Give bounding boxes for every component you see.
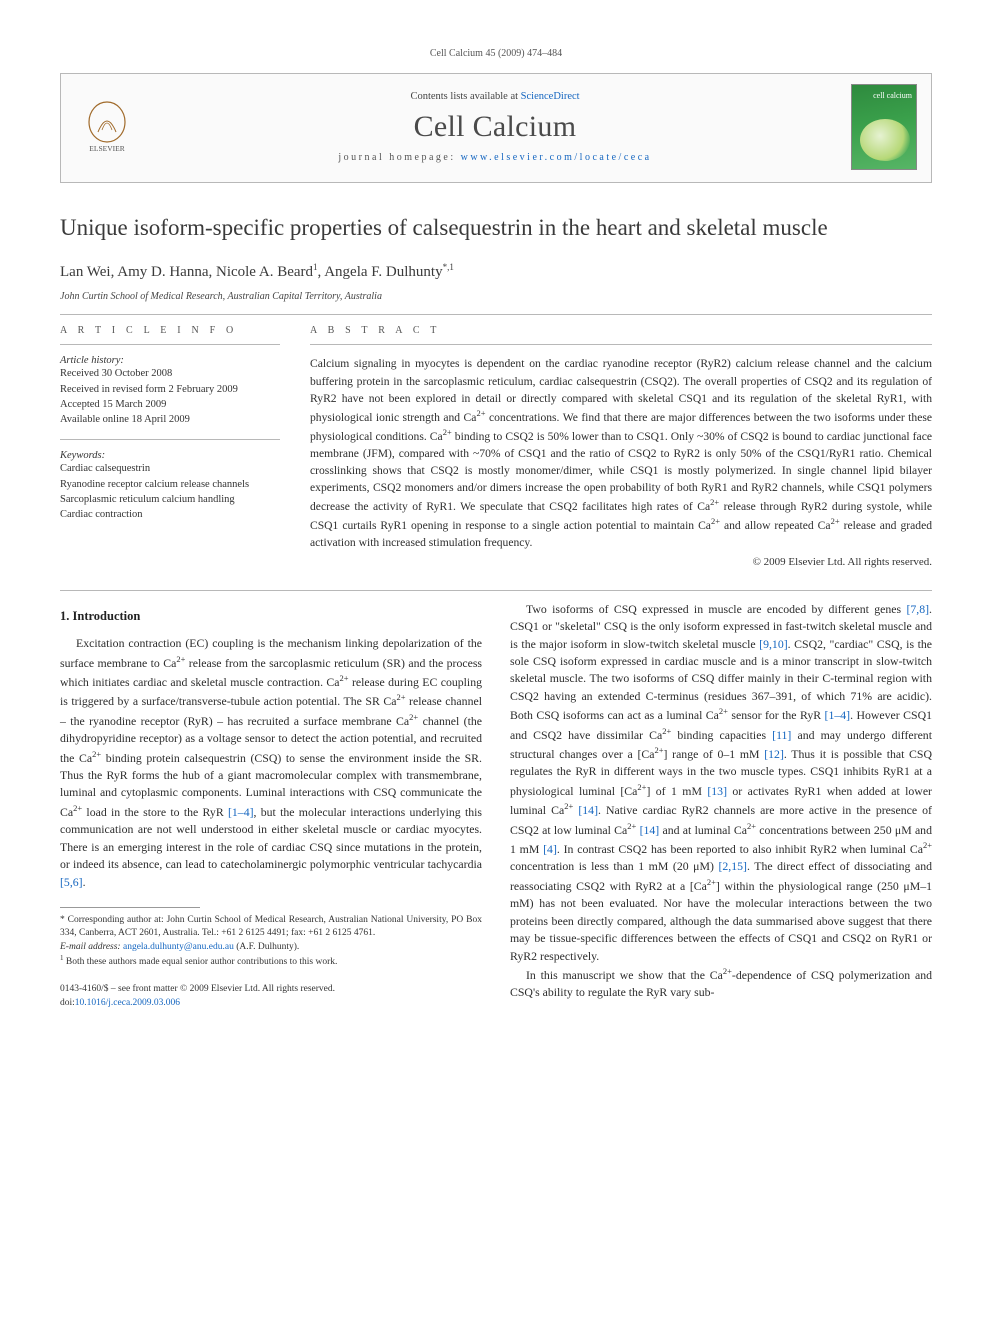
article-info-head: A R T I C L E I N F O bbox=[60, 325, 280, 336]
rule-abs bbox=[310, 344, 932, 345]
email-suffix: (A.F. Dulhunty). bbox=[234, 942, 299, 952]
footnote-divider bbox=[60, 907, 200, 908]
rule-info-2 bbox=[60, 439, 280, 440]
section-heading: 1. Introduction bbox=[60, 607, 482, 626]
body-paragraph: Excitation contraction (EC) coupling is … bbox=[60, 635, 482, 891]
contents-prefix: Contents lists available at bbox=[410, 91, 520, 102]
body-two-column: 1. Introduction Excitation contraction (… bbox=[60, 601, 932, 1010]
journal-homepage-link[interactable]: www.elsevier.com/locate/ceca bbox=[461, 152, 652, 163]
elsevier-logo: ELSEVIER bbox=[75, 91, 139, 163]
authors-first-group: Lan Wei, Amy D. Hanna, Nicole A. Beard bbox=[60, 264, 313, 280]
email-label: E-mail address: bbox=[60, 942, 123, 952]
sciencedirect-link[interactable]: ScienceDirect bbox=[521, 91, 580, 102]
footnotes-block: * Corresponding author at: John Curtin S… bbox=[60, 914, 482, 969]
history-line: Received in revised form 2 February 2009 bbox=[60, 382, 280, 397]
history-line: Received 30 October 2008 bbox=[60, 366, 280, 381]
doi-label: doi: bbox=[60, 998, 75, 1008]
body-paragraph: Two isoforms of CSQ expressed in muscle … bbox=[510, 601, 932, 965]
journal-header: ELSEVIER Contents lists available at Sci… bbox=[60, 73, 932, 183]
keyword: Cardiac contraction bbox=[60, 507, 280, 522]
history-label: Article history: bbox=[60, 355, 280, 366]
section-number: 1. bbox=[60, 609, 69, 623]
doi-block: 0143-4160/$ – see front matter © 2009 El… bbox=[60, 983, 482, 1010]
doi-link[interactable]: 10.1016/j.ceca.2009.03.006 bbox=[75, 998, 180, 1008]
cover-label: cell calcium bbox=[873, 91, 912, 100]
equal-contribution-note: 1 Both these authors made equal senior a… bbox=[60, 954, 482, 969]
keyword: Ryanodine receptor calcium release chann… bbox=[60, 477, 280, 492]
abstract-text: Calcium signaling in myocytes is depende… bbox=[310, 355, 932, 551]
history-line: Available online 18 April 2009 bbox=[60, 412, 280, 427]
journal-name: Cell Calcium bbox=[153, 110, 837, 144]
note1-text: Both these authors made equal senior aut… bbox=[66, 957, 338, 967]
copyright-line: © 2009 Elsevier Ltd. All rights reserved… bbox=[310, 556, 932, 568]
corresponding-author-note: * Corresponding author at: John Curtin S… bbox=[60, 914, 482, 941]
body-paragraph: In this manuscript we show that the Ca2+… bbox=[510, 965, 932, 1002]
homepage-line: journal homepage: www.elsevier.com/locat… bbox=[153, 152, 837, 163]
svg-text:ELSEVIER: ELSEVIER bbox=[89, 144, 124, 153]
section-title: Introduction bbox=[73, 609, 141, 623]
rule-bottom bbox=[60, 590, 932, 591]
abstract-head: A B S T R A C T bbox=[310, 325, 932, 336]
journal-cover-thumbnail: cell calcium bbox=[851, 84, 917, 170]
author-footnote-corr: *,1 bbox=[443, 262, 454, 272]
authors-last: , Angela F. Dulhunty bbox=[318, 264, 443, 280]
article-title: Unique isoform-specific properties of ca… bbox=[60, 213, 932, 242]
rule-top bbox=[60, 314, 932, 315]
front-matter-line: 0143-4160/$ – see front matter © 2009 El… bbox=[60, 983, 482, 996]
abstract-column: A B S T R A C T Calcium signaling in myo… bbox=[310, 325, 932, 567]
keyword: Sarcoplasmic reticulum calcium handling bbox=[60, 492, 280, 507]
article-info-column: A R T I C L E I N F O Article history: R… bbox=[60, 325, 280, 567]
contents-available-line: Contents lists available at ScienceDirec… bbox=[153, 91, 837, 102]
author-email-link[interactable]: angela.dulhunty@anu.edu.au bbox=[123, 942, 234, 952]
running-head: Cell Calcium 45 (2009) 474–484 bbox=[60, 48, 932, 59]
history-line: Accepted 15 March 2009 bbox=[60, 397, 280, 412]
affiliation: John Curtin School of Medical Research, … bbox=[60, 291, 932, 302]
keyword: Cardiac calsequestrin bbox=[60, 461, 280, 476]
homepage-prefix: journal homepage: bbox=[338, 152, 460, 163]
authors-line: Lan Wei, Amy D. Hanna, Nicole A. Beard1,… bbox=[60, 262, 932, 281]
keywords-label: Keywords: bbox=[60, 450, 280, 461]
email-line: E-mail address: angela.dulhunty@anu.edu.… bbox=[60, 941, 482, 954]
rule-info-1 bbox=[60, 344, 280, 345]
